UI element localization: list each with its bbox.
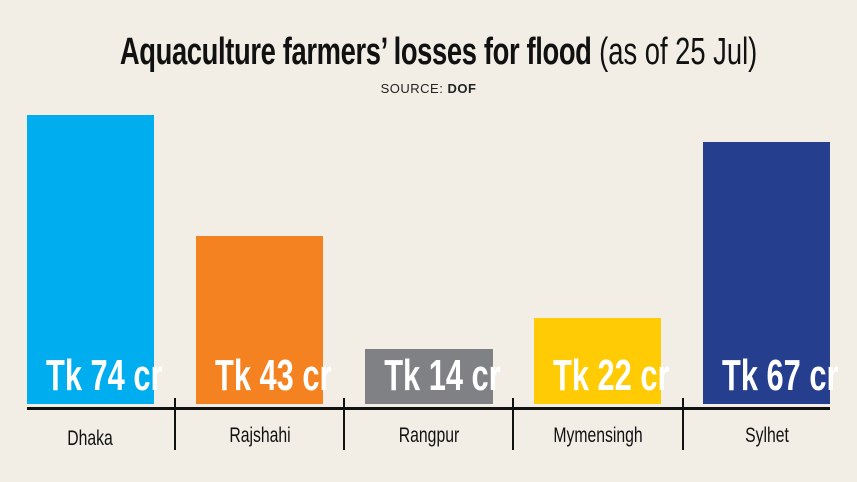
- category-label-sylhet: Sylhet: [745, 424, 789, 447]
- bar-value-label: Tk 22 cr: [553, 351, 670, 400]
- category-label-dhaka: Dhaka: [67, 427, 113, 450]
- category-label-mymensingh: Mymensingh: [553, 424, 643, 447]
- category-label-rajshahi: Rajshahi: [229, 424, 291, 447]
- axis-divider: [343, 398, 345, 450]
- bar-sylhet: Tk 67 cr: [703, 142, 839, 404]
- axis-divider: [682, 398, 684, 450]
- source-label: SOURCE:: [380, 81, 444, 96]
- bar-rangpur: Tk 14 cr: [365, 349, 501, 404]
- chart-source: SOURCE: DOF: [0, 81, 857, 96]
- category-label-rangpur: Rangpur: [398, 424, 460, 447]
- axis-divider: [174, 398, 176, 450]
- chart-title: Aquaculture farmers’ losses for flood (a…: [119, 30, 757, 74]
- axis-divider: [512, 398, 514, 450]
- chart-title-main: Aquaculture farmers’ losses for flood: [119, 31, 592, 73]
- bar-value-label: Tk 14 cr: [384, 351, 501, 400]
- bar-dhaka: Tk 74 cr: [27, 115, 163, 404]
- bar-value-label: Tk 74 cr: [46, 351, 163, 400]
- bar-value-label: Tk 43 cr: [215, 351, 332, 400]
- chart-subtitle: (as of 25 Jul): [599, 31, 758, 73]
- bar-mymensingh: Tk 22 cr: [534, 318, 670, 404]
- bar-rajshahi: Tk 43 cr: [196, 236, 332, 404]
- source-value: DOF: [447, 81, 477, 96]
- bar-value-label: Tk 67 cr: [722, 351, 839, 400]
- x-axis-line: [27, 407, 830, 410]
